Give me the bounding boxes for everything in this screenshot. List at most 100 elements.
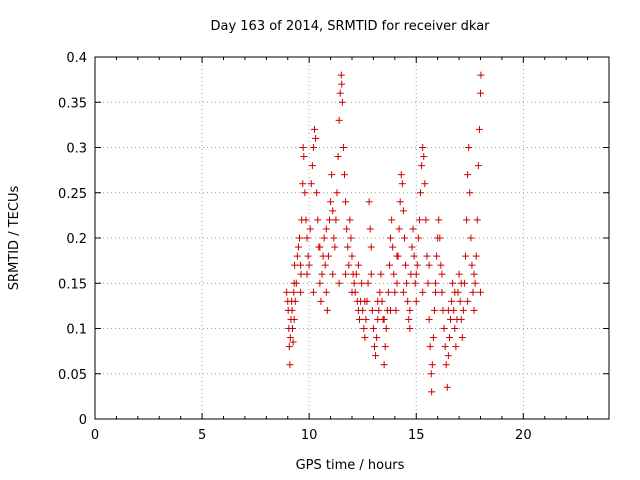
data-point <box>290 288 298 296</box>
data-point <box>471 279 479 287</box>
data-point <box>343 225 351 233</box>
data-point <box>311 125 319 133</box>
data-point <box>312 134 320 142</box>
data-point <box>447 315 455 323</box>
data-point <box>365 198 373 206</box>
data-point <box>472 252 480 260</box>
data-point <box>382 325 390 332</box>
data-point <box>473 216 481 224</box>
data-point <box>346 216 354 224</box>
data-point <box>390 270 398 278</box>
y-tick-label: 0.35 <box>58 96 87 111</box>
data-point <box>445 334 453 342</box>
data-point <box>369 325 377 332</box>
data-point <box>440 325 448 332</box>
data-point <box>400 234 408 242</box>
data-point <box>423 252 431 260</box>
data-point <box>419 144 427 151</box>
data-point <box>288 325 296 332</box>
data-point <box>413 261 421 269</box>
data-point <box>444 352 452 360</box>
data-point <box>331 243 339 251</box>
data-point <box>425 261 433 269</box>
data-point <box>464 297 472 305</box>
data-point <box>406 325 414 332</box>
data-point <box>457 279 465 287</box>
data-point <box>409 225 417 233</box>
data-point <box>338 80 346 88</box>
data-point <box>477 71 485 79</box>
data-point <box>433 252 441 260</box>
data-point <box>412 297 420 305</box>
data-point <box>301 189 309 197</box>
data-point <box>449 279 457 287</box>
data-point <box>297 270 305 278</box>
y-axis-label: SRMTID / TECUs <box>7 186 22 291</box>
data-point <box>339 144 347 151</box>
y-tick-label: 0.05 <box>58 368 87 383</box>
data-point <box>294 243 302 251</box>
data-point <box>459 306 467 314</box>
data-point <box>355 315 363 323</box>
data-point <box>364 279 372 287</box>
data-point <box>468 261 476 269</box>
data-point <box>432 288 440 296</box>
data-point <box>352 270 360 278</box>
data-point <box>337 71 345 79</box>
data-point <box>428 388 436 396</box>
data-point <box>474 162 482 170</box>
data-point <box>296 234 304 242</box>
data-point <box>316 279 324 287</box>
data-point <box>291 297 299 305</box>
data-point <box>303 270 311 278</box>
data-point <box>329 270 337 278</box>
data-point <box>361 334 369 342</box>
data-point <box>324 252 332 260</box>
data-point <box>314 216 322 224</box>
data-point <box>438 288 446 296</box>
data-point <box>366 225 374 233</box>
data-point <box>350 279 358 287</box>
data-point <box>342 270 350 278</box>
data-point <box>317 297 325 305</box>
data-point <box>466 189 474 197</box>
data-point <box>463 216 471 224</box>
data-point <box>335 279 343 287</box>
data-point <box>318 270 326 278</box>
data-point <box>345 261 353 269</box>
data-point <box>367 243 375 251</box>
data-point <box>375 306 383 314</box>
data-point <box>428 361 436 369</box>
data-point <box>418 162 426 170</box>
data-point <box>398 180 406 188</box>
data-point <box>388 216 396 224</box>
data-point <box>420 153 428 161</box>
data-point <box>361 297 369 305</box>
data-point <box>414 234 422 242</box>
data-point <box>305 261 313 269</box>
data-point <box>464 171 472 179</box>
data-point <box>436 234 444 242</box>
y-tick-label: 0.15 <box>58 277 87 292</box>
data-point <box>477 89 484 97</box>
data-point <box>286 334 294 342</box>
data-point <box>377 270 385 278</box>
data-point <box>308 162 316 170</box>
data-point <box>335 116 343 124</box>
data-point <box>426 343 434 351</box>
data-point <box>370 343 378 351</box>
data-point <box>419 288 427 296</box>
data-point <box>393 279 401 287</box>
data-point <box>322 288 330 296</box>
data-point <box>425 315 433 323</box>
data-point <box>358 279 366 287</box>
data-point <box>373 334 381 342</box>
data-point <box>381 343 389 351</box>
data-point <box>455 270 463 278</box>
y-tick-label: 0.4 <box>66 51 87 66</box>
data-point <box>441 343 449 351</box>
data-point <box>336 89 344 97</box>
data-point <box>342 198 350 206</box>
data-point <box>290 315 298 323</box>
